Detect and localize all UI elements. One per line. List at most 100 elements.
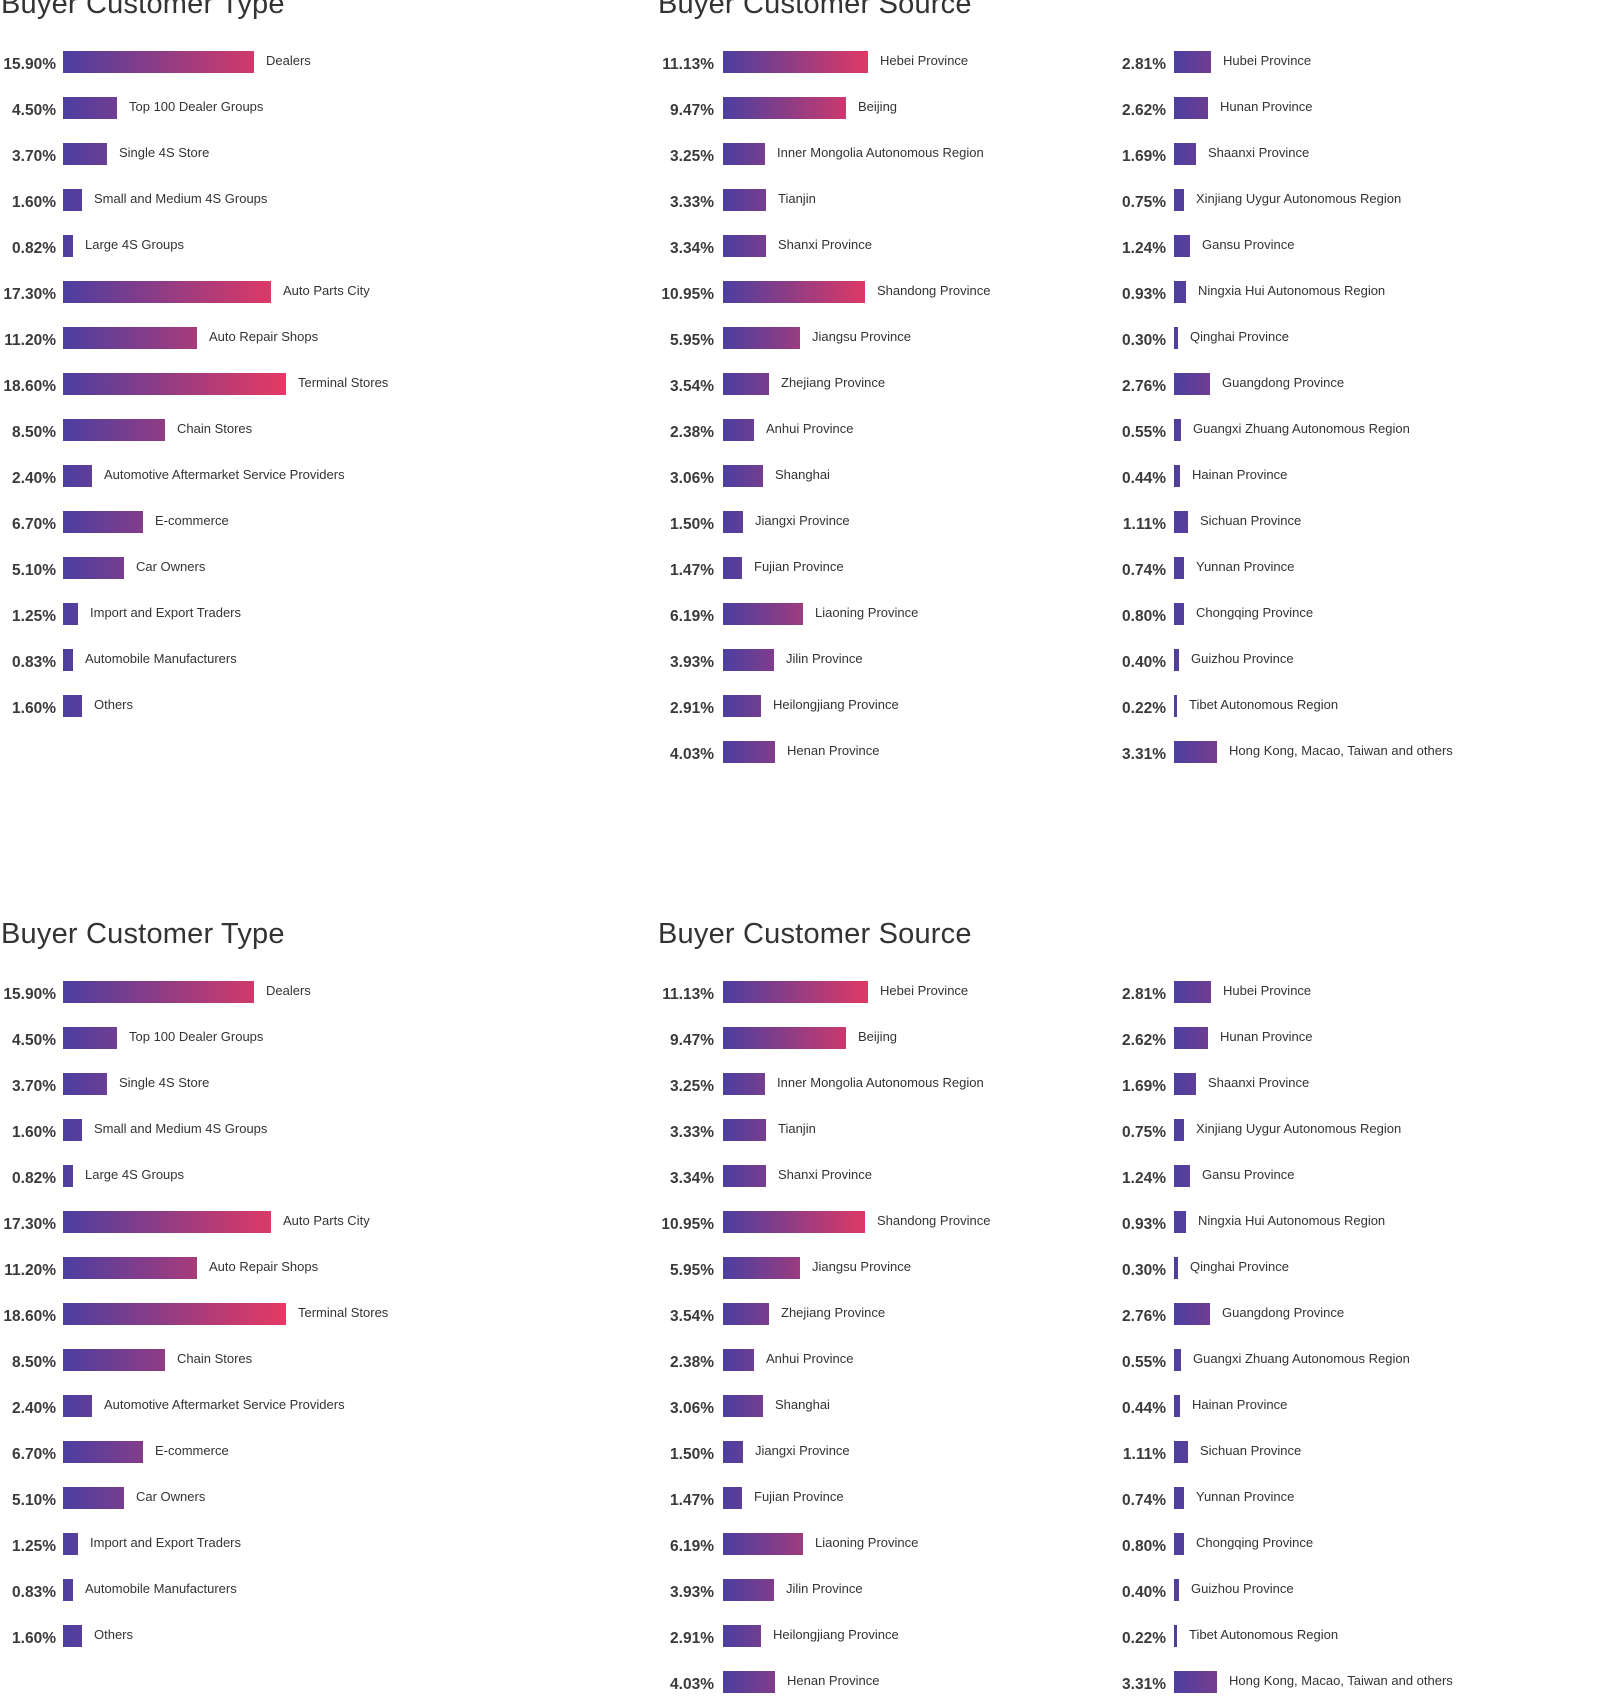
customer-type-row: 6.70% E-commerce <box>0 1439 1600 1463</box>
bar <box>1174 557 1184 579</box>
value-label: 3.33% <box>670 1124 714 1141</box>
customer-source-a-row: 3.54% Zhejiang Province <box>0 1301 1600 1325</box>
bar <box>723 373 769 395</box>
value-label: 6.70% <box>12 1446 56 1463</box>
customer-type-row: 2.40% Automotive Aftermarket Service Prov… <box>0 1393 1600 1417</box>
value-label: 5.10% <box>12 562 56 579</box>
customer-source-a-row: 5.95% Jiangsu Province <box>0 325 1600 349</box>
customer-source-a-row: 2.38% Anhui Province <box>0 1347 1600 1371</box>
bar <box>1174 649 1179 671</box>
category-label: Sichuan Province <box>1200 1443 1302 1458</box>
category-label: Guangxi Zhuang Autonomous Region <box>1193 1351 1410 1366</box>
bar <box>63 143 107 165</box>
bar <box>1174 1625 1177 1647</box>
value-label: 10.95% <box>661 1216 714 1233</box>
category-label: Terminal Stores <box>298 1305 389 1320</box>
bar <box>1174 695 1177 717</box>
value-label: 1.24% <box>1122 240 1166 257</box>
bar <box>63 649 73 671</box>
bar <box>723 281 865 303</box>
value-label: 1.50% <box>670 516 714 533</box>
bar <box>723 235 766 257</box>
customer-source-a-row: 9.47% Beijing <box>0 1025 1600 1049</box>
customer-source-b-row: 0.44% Hainan Province <box>0 463 1600 487</box>
bar <box>723 1303 769 1325</box>
value-label: 4.03% <box>670 746 714 763</box>
customer-type-row: 4.50% Top 100 Dealer Groups <box>0 1025 1600 1049</box>
customer-type-row: 0.82% Large 4S Groups <box>0 233 1600 257</box>
value-label: 0.22% <box>1122 700 1166 717</box>
bar <box>63 1211 271 1233</box>
category-label: Liaoning Province <box>815 605 919 620</box>
customer-type-row: 6.70% E-commerce <box>0 509 1600 533</box>
customer-source-a-row: 3.34% Shanxi Province <box>0 1163 1600 1187</box>
value-label: 0.44% <box>1122 470 1166 487</box>
customer-source-b-row: 3.31% Hong Kong, Macao, Taiwan and others <box>0 739 1600 763</box>
bar <box>1174 1073 1196 1095</box>
bar <box>723 1165 766 1187</box>
customer-source-a-row: 4.03% Henan Province <box>0 739 1600 763</box>
bar <box>1174 1119 1184 1141</box>
category-label: Shanxi Province <box>778 237 872 252</box>
bar <box>723 189 766 211</box>
bar <box>723 97 846 119</box>
category-label: Henan Province <box>787 1673 880 1688</box>
category-label: Chongqing Province <box>1196 605 1314 620</box>
bar <box>723 1671 775 1693</box>
category-label: Guizhou Province <box>1191 1581 1294 1596</box>
category-label: Xinjiang Uygur Autonomous Region <box>1196 191 1402 206</box>
bar <box>1174 981 1211 1003</box>
category-label: Automobile Manufacturers <box>85 1581 237 1596</box>
bar <box>1174 1211 1186 1233</box>
bar <box>63 1119 82 1141</box>
value-label: 1.47% <box>670 1492 714 1509</box>
customer-source-a-row: 1.50% Jiangxi Province <box>0 1439 1600 1463</box>
customer-source-b-row: 2.81% Hubei Province <box>0 49 1600 73</box>
category-label: Dealers <box>266 983 311 998</box>
value-label: 11.13% <box>662 56 714 73</box>
category-label: Qinghai Province <box>1190 329 1289 344</box>
value-label: 0.82% <box>12 1170 56 1187</box>
customer-type-title: Buyer Customer Type <box>1 918 285 950</box>
bar <box>723 327 800 349</box>
customer-type-row: 1.25% Import and Export Traders <box>0 601 1600 625</box>
customer-source-b-row: 0.30% Qinghai Province <box>0 1255 1600 1279</box>
customer-source-b-row: 0.80% Chongqing Province <box>0 601 1600 625</box>
category-label: Chain Stores <box>177 421 253 436</box>
bar <box>1174 511 1188 533</box>
value-label: 0.40% <box>1122 654 1166 671</box>
category-label: Import and Export Traders <box>90 1535 242 1550</box>
value-label: 3.25% <box>670 148 714 165</box>
customer-source-b-row: 1.11% Sichuan Province <box>0 509 1600 533</box>
value-label: 0.75% <box>1122 194 1166 211</box>
bar <box>63 1073 107 1095</box>
bar <box>63 511 143 533</box>
value-label: 18.60% <box>3 1308 56 1325</box>
category-label: Tianjin <box>778 191 816 206</box>
bar <box>1174 1395 1180 1417</box>
bar <box>723 51 868 73</box>
bar <box>1174 143 1196 165</box>
customer-type-row: 1.60% Others <box>0 1623 1600 1647</box>
bar <box>63 1441 143 1463</box>
category-label: Guizhou Province <box>1191 651 1294 666</box>
category-label: Jiangxi Province <box>755 513 850 528</box>
category-label: Guangdong Province <box>1222 375 1345 390</box>
bar <box>1174 373 1210 395</box>
customer-type-row: 4.50% Top 100 Dealer Groups <box>0 95 1600 119</box>
bar <box>63 189 82 211</box>
bar <box>63 603 78 625</box>
value-label: 11.13% <box>662 986 714 1003</box>
customer-type-row: 3.70% Single 4S Store <box>0 141 1600 165</box>
customer-source-b-row: 1.69% Shaanxi Province <box>0 141 1600 165</box>
bar <box>63 695 82 717</box>
customer-type-row: 18.60% Terminal Stores <box>0 1301 1600 1325</box>
value-label: 15.90% <box>3 56 56 73</box>
category-label: E-commerce <box>155 513 229 528</box>
value-label: 0.74% <box>1122 562 1166 579</box>
category-label: Single 4S Store <box>119 145 210 160</box>
bar <box>723 1579 774 1601</box>
value-label: 0.74% <box>1122 1492 1166 1509</box>
value-label: 3.54% <box>670 1308 714 1325</box>
customer-type-row: 5.10% Car Owners <box>0 555 1600 579</box>
